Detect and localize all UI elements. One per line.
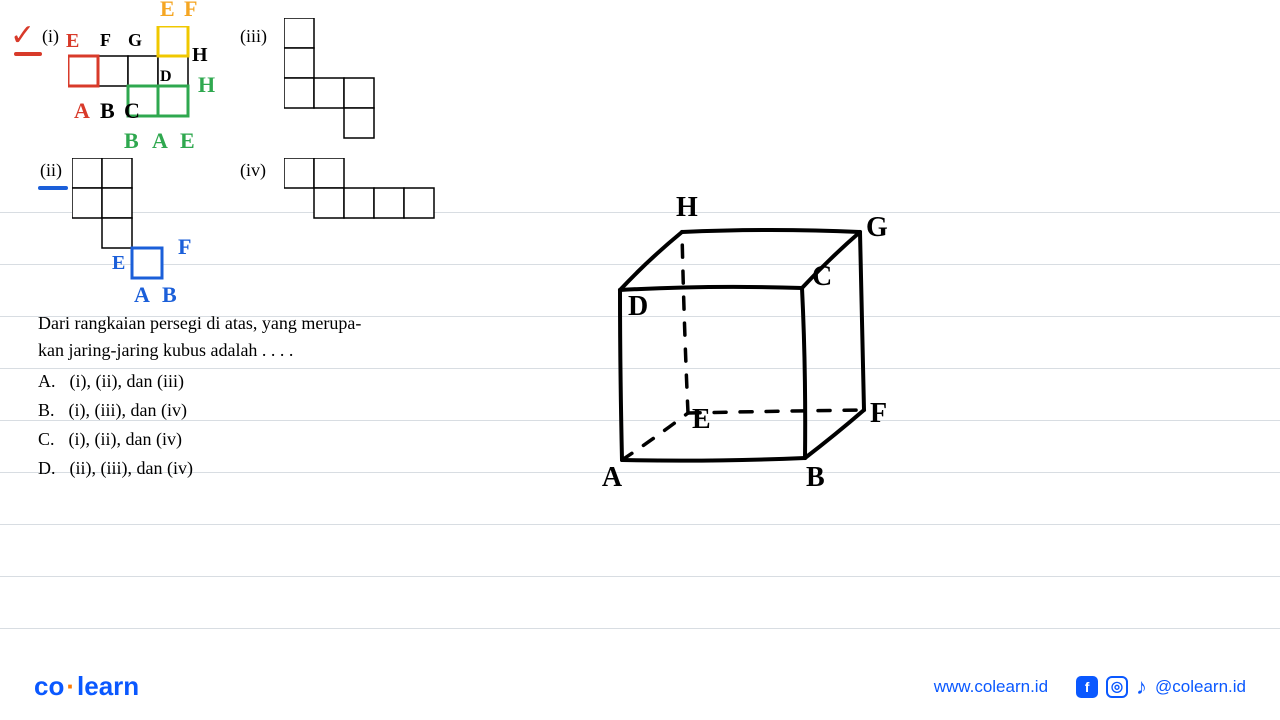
cube-label-A: A bbox=[602, 462, 623, 493]
ann-i-bot-b: B bbox=[124, 128, 139, 154]
optD-val: (ii), (iii), dan (iv) bbox=[70, 455, 193, 482]
ruled-line bbox=[0, 576, 1280, 577]
ann-i-green-h: H bbox=[198, 72, 215, 98]
optC-val: (i), (ii), dan (iv) bbox=[69, 426, 182, 453]
footer: co·learn www.colearn.id f ◎ ♪ @colearn.i… bbox=[0, 671, 1280, 702]
ann-i-c: C bbox=[124, 98, 140, 124]
optD-key: D. bbox=[38, 455, 56, 482]
logo-learn: learn bbox=[77, 671, 139, 701]
ann-i-e: E bbox=[66, 30, 79, 53]
label-roman-iii: (iii) bbox=[240, 26, 267, 47]
ann-i-h: H bbox=[192, 44, 208, 67]
ann-i-g: G bbox=[128, 30, 142, 51]
logo-co: co bbox=[34, 671, 64, 701]
social-links: f ◎ ♪ @colearn.id bbox=[1076, 674, 1246, 700]
cube-label-E: E bbox=[692, 404, 711, 435]
logo: co·learn bbox=[34, 671, 139, 702]
instagram-icon[interactable]: ◎ bbox=[1106, 676, 1128, 698]
cube-label-D: D bbox=[628, 291, 648, 322]
ann-i-b: B bbox=[100, 98, 115, 124]
cube-label-F: F bbox=[870, 398, 887, 429]
cube-label-H: H bbox=[676, 192, 698, 223]
label-roman-iv: (iv) bbox=[240, 160, 266, 181]
tiktok-icon[interactable]: ♪ bbox=[1136, 674, 1147, 700]
ruled-line bbox=[0, 524, 1280, 525]
underline-ii bbox=[38, 186, 68, 190]
optB-val: (i), (iii), dan (iv) bbox=[69, 397, 187, 424]
ann-ii-b: B bbox=[162, 282, 177, 308]
net-iii bbox=[284, 18, 434, 148]
page-content: ✓ (i) (ii) (iii) (iv) E F E F G H D bbox=[0, 0, 1280, 720]
net-iv bbox=[284, 158, 464, 238]
social-handle: @colearn.id bbox=[1155, 677, 1246, 697]
optA-key: A. bbox=[38, 368, 56, 395]
ann-i-bot-e: E bbox=[180, 128, 195, 154]
cube-label-G: G bbox=[866, 212, 888, 243]
cube-sketch: A B C D E F G H bbox=[530, 170, 970, 500]
facebook-icon[interactable]: f bbox=[1076, 676, 1098, 698]
footer-url[interactable]: www.colearn.id bbox=[934, 677, 1048, 697]
ann-i-ef-e: E bbox=[160, 0, 175, 22]
ann-i-ef-f: F bbox=[184, 0, 197, 22]
ann-i-bot-a: A bbox=[152, 128, 168, 154]
options: A. (i), (ii), dan (iii) B. (i), (iii), dan… bbox=[38, 368, 361, 482]
checkmark-icon: ✓ bbox=[10, 18, 35, 53]
underline-i bbox=[14, 52, 42, 56]
cube-label-C: C bbox=[812, 261, 832, 292]
ruled-line bbox=[0, 628, 1280, 629]
optB-key: B. bbox=[38, 397, 55, 424]
ann-ii-e: E bbox=[112, 252, 125, 275]
optA-val: (i), (ii), dan (iii) bbox=[70, 368, 184, 395]
label-roman-i: (i) bbox=[42, 26, 59, 47]
question-line1: Dari rangkaian persegi di atas, yang mer… bbox=[38, 310, 361, 337]
optC-key: C. bbox=[38, 426, 55, 453]
ann-ii-a: A bbox=[134, 282, 150, 308]
ann-i-f: F bbox=[100, 30, 111, 51]
logo-dot: · bbox=[66, 671, 75, 701]
question-block: Dari rangkaian persegi di atas, yang mer… bbox=[38, 310, 361, 484]
question-line2: kan jaring-jaring kubus adalah . . . . bbox=[38, 337, 361, 364]
ann-i-a: A bbox=[74, 98, 90, 124]
ann-i-d: D bbox=[160, 68, 172, 86]
cube-label-B: B bbox=[806, 462, 825, 493]
ann-ii-f: F bbox=[178, 234, 191, 260]
label-roman-ii: (ii) bbox=[40, 160, 62, 181]
